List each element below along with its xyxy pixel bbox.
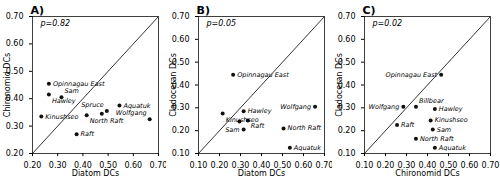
svg-text:Chironomid DCs: Chironomid DCs: [3, 53, 12, 117]
svg-text:C): C): [363, 4, 376, 17]
svg-text:0.70: 0.70: [338, 12, 356, 21]
svg-text:A): A): [31, 4, 45, 17]
svg-text:Kinushseo: Kinushseo: [225, 115, 259, 124]
svg-text:Wolfgang: Wolfgang: [368, 103, 399, 111]
svg-text:0.40: 0.40: [74, 161, 92, 171]
svg-text:0.40: 0.40: [337, 80, 356, 90]
svg-text:0.10: 0.10: [190, 161, 208, 170]
html-text:0.30 0.40 0.50: 0.30 0.40 0.50: [231, 161, 292, 171]
html-text:0.30 0.40 0.50: 0.30 0.40 0.50: [397, 161, 458, 171]
svg-text:Wolfgang: Wolfgang: [116, 109, 147, 117]
svg-text:Cladoceran DCs: Cladoceran DCs: [169, 53, 178, 117]
svg-text:0.10: 0.10: [172, 149, 190, 158]
svg-text:Raft: Raft: [251, 122, 265, 130]
svg-text:Opinnagau East: Opinnagau East: [237, 71, 289, 79]
svg-text:Raft: Raft: [401, 121, 415, 129]
svg-text:0.70: 0.70: [316, 161, 334, 170]
svg-text:0.50: 0.50: [99, 161, 117, 171]
svg-text:Hawley: Hawley: [52, 97, 76, 105]
svg-text:Hawley: Hawley: [248, 107, 272, 115]
svg-text:p=0.05: p=0.05: [206, 19, 237, 28]
svg-text:0.70: 0.70: [150, 161, 168, 170]
svg-text:0.30: 0.30: [171, 103, 190, 113]
svg-text:Raft: Raft: [81, 130, 95, 138]
svg-text:0.20: 0.20: [6, 149, 24, 158]
svg-text:0.30: 0.30: [49, 161, 67, 170]
svg-text:0.50: 0.50: [171, 57, 190, 67]
svg-text:0.70: 0.70: [482, 161, 500, 170]
svg-text:Billbear: Billbear: [419, 97, 445, 105]
svg-text:0.60: 0.60: [124, 161, 142, 170]
svg-text:0.10: 0.10: [356, 161, 374, 170]
svg-text:Sam: Sam: [225, 126, 239, 134]
svg-text:0.30: 0.30: [6, 122, 24, 131]
svg-text:Opinnagau East: Opinnagau East: [52, 79, 105, 88]
svg-text:Aquatuk: Aquatuk: [293, 144, 321, 152]
svg-text:p=0.82: p=0.82: [40, 19, 71, 28]
svg-text:0.60: 0.60: [461, 161, 479, 170]
svg-text:B): B): [197, 4, 210, 17]
svg-text:0.10: 0.10: [338, 149, 356, 158]
svg-text:0.20: 0.20: [24, 161, 42, 170]
svg-text:Hawley: Hawley: [439, 105, 463, 113]
svg-text:Kinushseo: Kinushseo: [435, 116, 468, 124]
svg-text:Sam: Sam: [437, 126, 451, 134]
svg-text:0.60: 0.60: [172, 35, 190, 44]
svg-text:p=0.02: p=0.02: [372, 19, 403, 28]
svg-text:0.70: 0.70: [172, 12, 190, 21]
svg-text:0.20: 0.20: [377, 161, 395, 170]
svg-text:0.40: 0.40: [5, 94, 24, 104]
svg-text:0.50: 0.50: [5, 66, 24, 76]
svg-text:Sam: Sam: [64, 87, 78, 95]
svg-text:Cladoceran DCs: Cladoceran DCs: [335, 53, 344, 117]
svg-text:0.40: 0.40: [171, 80, 190, 90]
svg-text:0.50: 0.50: [337, 57, 356, 67]
svg-text:North Raft: North Raft: [288, 124, 322, 132]
svg-text:Diatom DCs: Diatom DCs: [72, 169, 120, 178]
svg-text:Aquatuk: Aquatuk: [123, 101, 151, 110]
svg-text:Diatom DCs: Diatom DCs: [238, 169, 286, 178]
svg-text:0.60: 0.60: [295, 161, 313, 170]
svg-text:0.20: 0.20: [338, 126, 356, 135]
svg-text:0.60: 0.60: [6, 39, 24, 48]
svg-text:North Raft: North Raft: [420, 135, 454, 143]
svg-text:North Raft: North Raft: [90, 117, 124, 125]
svg-text:0.20: 0.20: [172, 126, 190, 135]
svg-text:0.70: 0.70: [6, 12, 24, 21]
svg-text:0.30: 0.30: [337, 103, 356, 113]
svg-text:Opinnagau East: Opinnagau East: [386, 71, 438, 79]
svg-text:0.20: 0.20: [211, 161, 229, 170]
svg-text:Kinushseo: Kinushseo: [45, 113, 78, 121]
svg-text:Wolfgang: Wolfgang: [280, 103, 311, 111]
svg-text:0.60: 0.60: [338, 35, 356, 44]
svg-text:Aquatuk: Aquatuk: [438, 144, 466, 152]
svg-text:Chironomid DCs: Chironomid DCs: [395, 169, 459, 178]
svg-text:Spruce: Spruce: [81, 101, 104, 109]
